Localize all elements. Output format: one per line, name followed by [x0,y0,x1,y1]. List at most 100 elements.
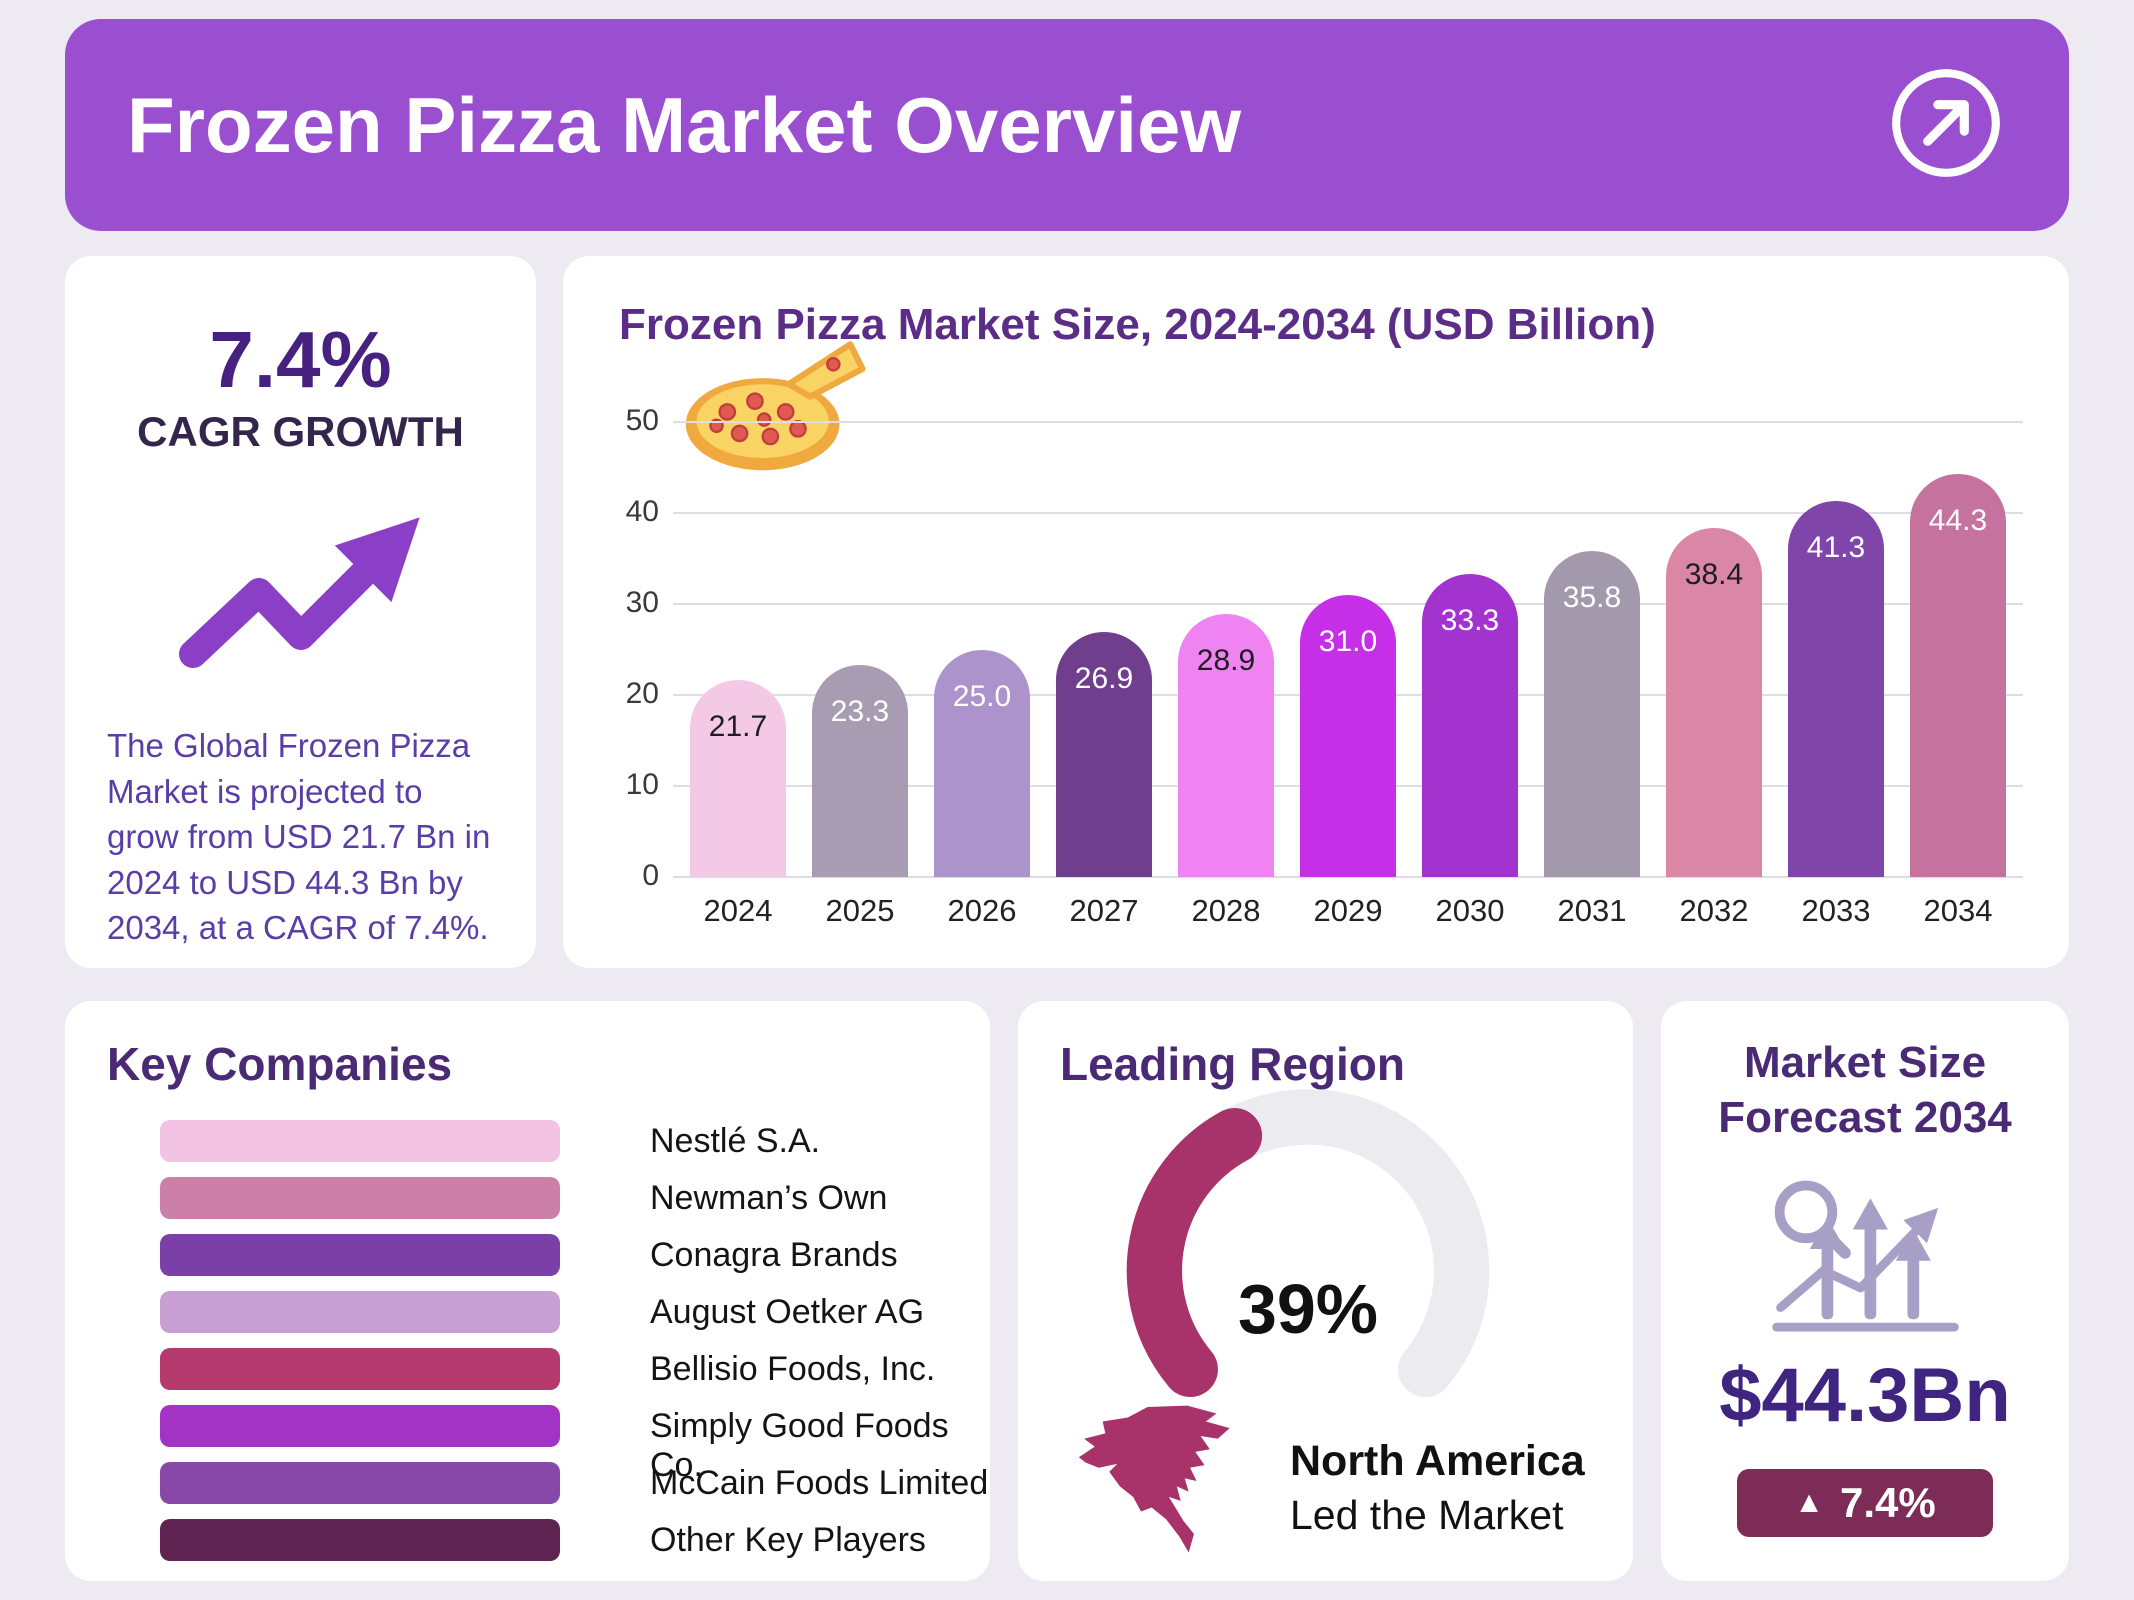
bar-slot-2034: 44.3 2034 [1897,422,2019,928]
company-label: Newman’s Own [650,1179,888,1217]
bar-2026: 25.0 [934,649,1030,877]
bar-2030: 33.3 [1422,573,1518,877]
company-row: Simply Good Foods Co. [65,1398,990,1484]
bar-slot-2029: 31.0 2029 [1287,422,1409,928]
company-color-swatch [160,1120,560,1162]
bar-slot-2030: 33.3 2030 [1409,422,1531,928]
y-axis-tick-label: 50 [625,404,659,437]
x-axis-label: 2031 [1557,893,1627,928]
region-share-percent: 39% [1237,1270,1379,1348]
cagr-description: The Global Frozen Pizza Market is projec… [107,727,491,947]
company-color-swatch [160,1405,560,1447]
company-color-swatch [160,1519,560,1561]
bar-slot-2027: 26.9 2027 [1043,422,1165,928]
company-label: Other Key Players [650,1521,926,1559]
x-axis-label: 2028 [1191,893,1261,928]
bar-2029: 31.0 [1300,594,1396,877]
bar-2024: 21.7 [690,679,786,877]
bar-chart: 21.7 2024 23.3 2025 25.0 2026 26.9 2027 28.9 2028… [673,421,2023,928]
y-axis-tick-label: 20 [625,677,659,710]
company-row: McCain Foods Limited [65,1455,990,1512]
bar-2027: 26.9 [1056,632,1152,877]
y-axis-tick-label: 30 [625,586,659,619]
forecast-value: $44.3Bn [1719,1353,2011,1438]
company-label: Conagra Brands [650,1236,898,1274]
y-axis: 0 10 20 30 40 50 [579,404,659,892]
cagr-value: 7.4% [209,315,392,404]
bar-slot-2033: 41.3 2033 [1775,422,1897,928]
x-axis-label: 2027 [1069,893,1139,928]
company-label: Bellisio Foods, Inc. [650,1350,936,1388]
bar-value-label: 41.3 [1806,531,1866,565]
growth-trend-arrow-icon [65,496,536,681]
bar-2034: 44.3 [1910,473,2006,877]
region-name: North America [1290,1437,1585,1485]
bar-value-label: 38.4 [1684,557,1744,591]
bar-value-label: 26.9 [1074,662,1134,696]
external-link-arrow-icon[interactable] [1885,62,2007,189]
bar-2028: 28.9 [1178,614,1274,877]
bar-value-label: 35.8 [1562,581,1622,615]
x-axis-label: 2032 [1679,893,1749,928]
bar-slot-2025: 23.3 2025 [799,422,921,928]
cagr-label: CAGR GROWTH [137,408,464,455]
gridline [673,512,2023,514]
region-share-gauge [1103,1076,1513,1414]
key-companies-card: Key Companies Nestlé S.A. Newman’s Own Con… [65,1001,990,1581]
company-row: Conagra Brands [65,1227,990,1284]
x-axis-label: 2034 [1923,893,1993,928]
x-axis-label: 2025 [825,893,895,928]
bar-value-label: 23.3 [830,694,890,728]
y-axis-tick-label: 10 [625,768,659,801]
x-axis-label: 2029 [1313,893,1383,928]
bar-value-label: 44.3 [1928,503,1988,537]
company-color-swatch [160,1234,560,1276]
bar-2033: 41.3 [1788,501,1884,877]
badge-percent: 7.4% [1839,1479,1936,1526]
bar-value-label: 28.9 [1196,644,1256,678]
bar-value-label: 21.7 [708,709,768,743]
market-forecast-card: Market Size Forecast 2034 [1661,1001,2069,1581]
company-list: Nestlé S.A. Newman’s Own Conagra Brands Aug… [65,1113,990,1569]
company-color-swatch [160,1348,560,1390]
company-color-swatch [160,1177,560,1219]
growth-analysis-icon [1661,1161,2069,1342]
cagr-stat-card: 7.4% CAGR GROWTH The Global Frozen Pizza… [65,256,536,968]
page-title: Frozen Pizza Market Overview [127,80,1242,169]
bar-slot-2032: 38.4 2032 [1653,422,1775,928]
bar-value-label: 25.0 [952,679,1012,713]
bar-slot-2031: 35.8 2031 [1531,422,1653,928]
bar-value-label: 33.3 [1440,603,1500,637]
x-axis-label: 2030 [1435,893,1505,928]
forecast-title: Market Size Forecast 2034 [1718,1038,2012,1142]
company-label: Simply Good Foods Co. [650,1407,949,1484]
company-color-swatch [160,1462,560,1504]
gridline [673,421,2023,423]
header-banner: Frozen Pizza Market Overview [65,19,2069,231]
bar-2031: 35.8 [1544,551,1640,877]
company-label: McCain Foods Limited [650,1464,989,1502]
company-label: Nestlé S.A. [650,1122,821,1160]
bar-2025: 23.3 [812,664,908,877]
company-color-swatch [160,1291,560,1333]
x-axis-label: 2024 [703,893,773,928]
key-companies-title: Key Companies [107,1038,453,1090]
y-axis-tick-label: 40 [625,495,659,528]
bar-slot-2024: 21.7 2024 [677,422,799,928]
bar-slot-2026: 25.0 2026 [921,422,1043,928]
y-axis-tick-label: 0 [642,859,659,892]
gauge-fill-arc [1126,1108,1263,1397]
growth-badge: ▲ 7.4% [1737,1469,1993,1537]
north-america-map-icon [1050,1399,1285,1571]
x-axis-label: 2033 [1801,893,1871,928]
bar-slot-2028: 28.9 2028 [1165,422,1287,928]
company-row: Bellisio Foods, Inc. [65,1341,990,1398]
region-caption: Led the Market [1290,1492,1564,1538]
company-row: Nestlé S.A. [65,1113,990,1170]
company-row: Other Key Players [65,1512,990,1569]
bar-group: 21.7 2024 23.3 2025 25.0 2026 26.9 2027 28.9 2028… [673,422,2023,928]
gridline [673,876,2023,878]
company-row: August Oetker AG [65,1284,990,1341]
leading-region-card: Leading Region 39% North America Led the… [1018,1001,1633,1581]
